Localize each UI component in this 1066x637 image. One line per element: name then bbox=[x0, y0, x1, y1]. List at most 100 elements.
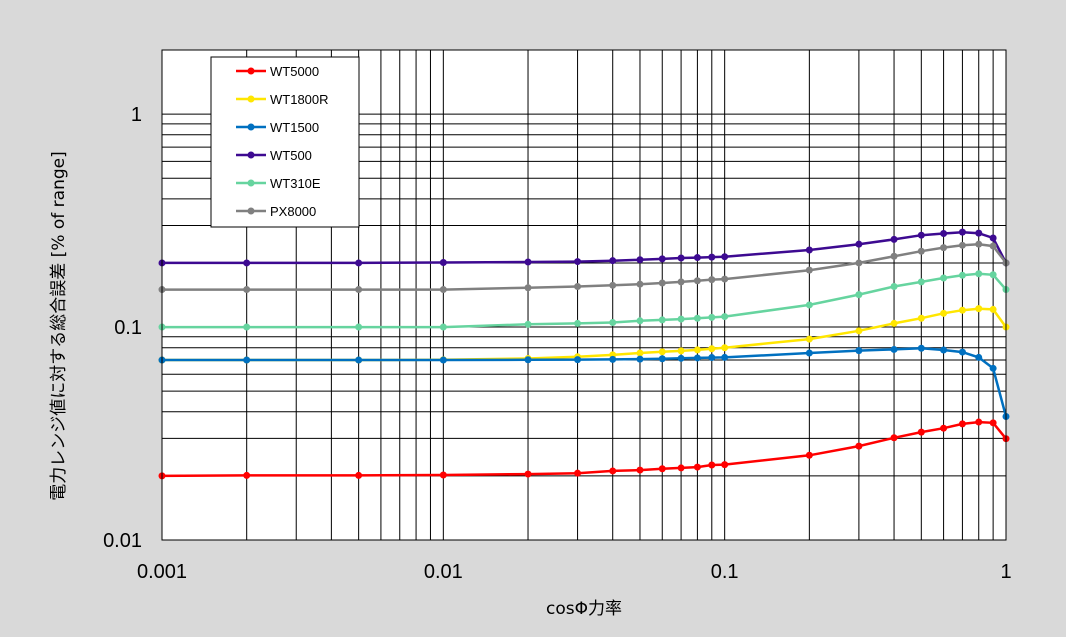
data-point-px8000 bbox=[693, 277, 701, 285]
y-axis-title: 電力レンジ値に対する総合誤差 [% of range] bbox=[49, 151, 69, 500]
legend-marker bbox=[247, 151, 255, 159]
data-point-wt500 bbox=[574, 258, 582, 266]
data-point-wt310e bbox=[721, 313, 729, 321]
data-point-wt1500 bbox=[355, 356, 363, 364]
data-point-wt1500 bbox=[975, 353, 983, 361]
data-point-wt5000 bbox=[975, 418, 983, 426]
data-point-px8000 bbox=[658, 279, 666, 287]
data-point-wt5000 bbox=[439, 471, 447, 479]
y-tick-label: 0.1 bbox=[114, 317, 142, 339]
data-point-wt500 bbox=[989, 234, 997, 242]
data-point-wt500 bbox=[708, 253, 716, 261]
data-point-px8000 bbox=[609, 281, 617, 289]
data-point-wt5000 bbox=[721, 461, 729, 469]
data-point-wt500 bbox=[805, 246, 813, 254]
data-point-wt1500 bbox=[636, 355, 644, 363]
data-point-px8000 bbox=[890, 252, 898, 260]
data-point-wt310e bbox=[975, 270, 983, 278]
data-point-wt1500 bbox=[609, 355, 617, 363]
data-point-wt1500 bbox=[958, 348, 966, 356]
series-line-wt310e bbox=[162, 272, 1007, 329]
legend-marker bbox=[247, 67, 255, 75]
data-point-wt1800r bbox=[721, 344, 729, 352]
data-point-wt1800r bbox=[958, 306, 966, 314]
data-point-wt1800r bbox=[917, 314, 925, 322]
data-point-wt310e bbox=[958, 271, 966, 279]
x-tick-label: 0.001 bbox=[137, 561, 187, 583]
data-point-wt310e bbox=[658, 316, 666, 324]
data-point-wt500 bbox=[677, 254, 685, 262]
data-point-wt500 bbox=[658, 255, 666, 263]
data-point-wt500 bbox=[940, 229, 948, 237]
data-point-wt1500 bbox=[658, 355, 666, 363]
data-point-wt500 bbox=[721, 253, 729, 261]
data-point-wt500 bbox=[855, 240, 863, 248]
data-point-wt5000 bbox=[574, 469, 582, 477]
data-point-wt5000 bbox=[708, 461, 716, 469]
data-point-wt1800r bbox=[677, 347, 685, 355]
data-point-px8000 bbox=[958, 241, 966, 249]
data-point-wt1800r bbox=[940, 309, 948, 317]
legend-marker bbox=[247, 95, 255, 103]
data-point-wt5000 bbox=[958, 420, 966, 428]
data-point-wt310e bbox=[855, 291, 863, 299]
data-point-wt1800r bbox=[805, 335, 813, 343]
data-point-wt1500 bbox=[524, 356, 532, 364]
data-point-wt1500 bbox=[677, 354, 685, 362]
data-point-wt5000 bbox=[609, 467, 617, 475]
data-point-wt1500 bbox=[693, 354, 701, 362]
series-line-wt500 bbox=[162, 230, 1008, 265]
data-point-wt500 bbox=[439, 258, 447, 266]
data-point-px8000 bbox=[243, 286, 251, 294]
data-point-wt500 bbox=[609, 257, 617, 265]
data-point-wt1500 bbox=[940, 346, 948, 354]
data-point-px8000 bbox=[677, 278, 685, 286]
legend-label: WT5000 bbox=[270, 64, 319, 79]
legend-marker bbox=[247, 123, 255, 131]
x-tick-label: 0.1 bbox=[711, 561, 739, 583]
data-point-wt500 bbox=[524, 258, 532, 266]
data-point-wt310e bbox=[524, 320, 532, 328]
data-point-wt310e bbox=[805, 301, 813, 309]
data-point-wt5000 bbox=[677, 464, 685, 472]
data-point-px8000 bbox=[975, 240, 983, 248]
legend-label: PX8000 bbox=[270, 204, 316, 219]
x-tick-label: 1 bbox=[1000, 561, 1011, 583]
data-point-px8000 bbox=[355, 286, 363, 294]
data-point-wt5000 bbox=[989, 419, 997, 427]
data-point-wt500 bbox=[636, 256, 644, 264]
data-point-wt1800r bbox=[890, 319, 898, 327]
data-point-wt500 bbox=[693, 254, 701, 262]
data-point-px8000 bbox=[636, 280, 644, 288]
x-tick-label: 0.01 bbox=[424, 561, 463, 583]
data-point-wt1500 bbox=[439, 356, 447, 364]
data-point-wt310e bbox=[355, 323, 363, 331]
data-point-wt310e bbox=[693, 314, 701, 322]
data-point-px8000 bbox=[989, 242, 997, 250]
data-point-wt1500 bbox=[917, 344, 925, 352]
data-point-wt5000 bbox=[355, 471, 363, 479]
legend-box bbox=[210, 56, 360, 228]
data-point-px8000 bbox=[524, 284, 532, 292]
data-point-wt5000 bbox=[636, 466, 644, 474]
data-point-wt5000 bbox=[524, 470, 532, 478]
data-point-wt5000 bbox=[855, 442, 863, 450]
legend-label: WT310E bbox=[270, 176, 321, 191]
data-point-wt500 bbox=[958, 228, 966, 236]
data-point-wt500 bbox=[975, 229, 983, 237]
legend-marker bbox=[247, 179, 255, 187]
y-tick-label: 1 bbox=[131, 104, 142, 126]
plot-area-border bbox=[161, 49, 1007, 541]
data-point-wt1500 bbox=[708, 354, 716, 362]
data-point-wt5000 bbox=[940, 424, 948, 432]
data-point-wt5000 bbox=[805, 451, 813, 459]
y-tick-labels: 0.01 0.1 1 bbox=[103, 104, 142, 552]
data-point-wt310e bbox=[940, 274, 948, 282]
data-point-wt500 bbox=[917, 231, 925, 239]
data-point-px8000 bbox=[721, 275, 729, 283]
legend-marker bbox=[247, 207, 255, 215]
data-point-wt1800r bbox=[989, 305, 997, 313]
data-point-wt500 bbox=[890, 235, 898, 243]
data-point-wt5000 bbox=[693, 463, 701, 471]
